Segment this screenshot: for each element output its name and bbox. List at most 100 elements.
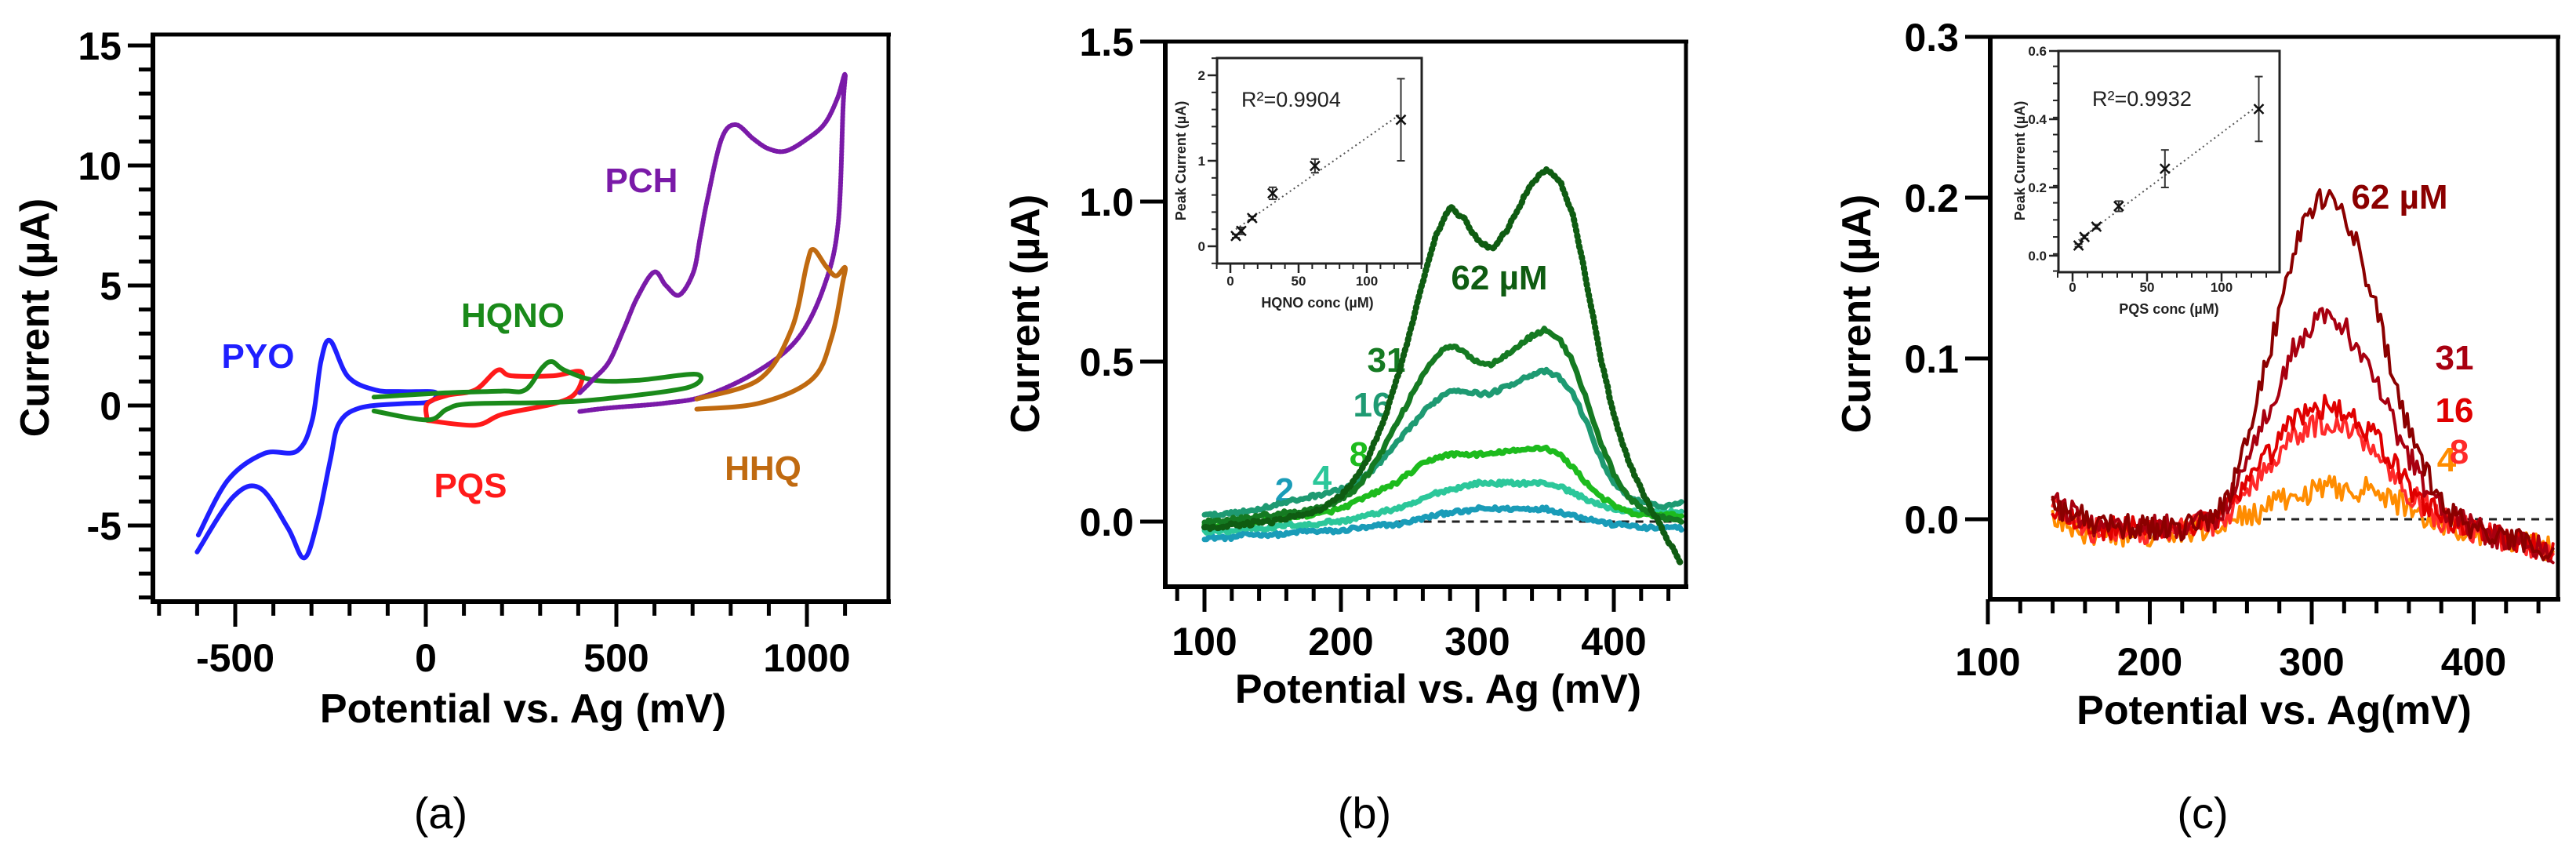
- y-tick-label: 10: [78, 144, 122, 188]
- calibration-point: [2159, 149, 2171, 188]
- calibration-point: [1309, 158, 1321, 174]
- panel-a-cyclic-voltammograms: PYO PQS HQNO PCH HHQ -500 0 500 1000 -5 0 5 10 15 Pote…: [13, 24, 891, 838]
- series-curve-2-m: [1201, 504, 1684, 543]
- calibration-inset: 0 50 100 0.0 0.2 0.4 0.6 PQS conc (µM) Peak Curr…: [2012, 44, 2281, 317]
- inset-x-tick-label: 50: [1292, 274, 1306, 289]
- y-tick-label: 0.5: [1079, 340, 1134, 384]
- x-tick-label: 200: [2117, 640, 2182, 684]
- series-curve-pqs: [423, 367, 585, 428]
- x-marker: [2253, 104, 2265, 115]
- series-curve-62-m: [1201, 165, 1685, 568]
- x-tick-label: 300: [2279, 640, 2344, 684]
- y-tick-label: 1.5: [1079, 20, 1134, 64]
- x-marker: [1309, 160, 1321, 172]
- calibration-point: [2091, 221, 2102, 232]
- inset-x-tick-label: 100: [2211, 280, 2233, 295]
- y-tick-label: 0.3: [1904, 16, 1959, 60]
- y-tick-label: 0: [100, 384, 122, 428]
- inset-y-tick-label: 1: [1198, 154, 1205, 169]
- y-tick-label: -5: [87, 504, 122, 548]
- x-marker: [1395, 114, 1407, 125]
- x-tick-label: -500: [196, 636, 274, 680]
- x-tick-label: 300: [1444, 620, 1510, 664]
- x-marker: [2079, 231, 2091, 242]
- x-marker: [1246, 213, 1258, 224]
- calibration-point: [1236, 225, 1247, 237]
- series-curve-pch: [577, 71, 848, 414]
- inset-x-axis-title: HQNO conc (µM): [1261, 295, 1373, 311]
- inset-y-tick-label: 0.6: [2028, 44, 2047, 59]
- series-curve-4-m: [1201, 478, 1684, 536]
- series-label: PQS: [434, 467, 507, 505]
- series-label: 8: [2450, 433, 2469, 471]
- inset-x-tick-label: 0: [2069, 280, 2076, 295]
- plot-area: PYO PQS HQNO PCH HHQ: [194, 71, 848, 561]
- x-tick-label: 400: [1581, 620, 1646, 664]
- inset-y-axis-title: Peak Current (µA): [2012, 101, 2028, 220]
- y-axis-title: Current (µA): [1003, 195, 1048, 433]
- x-tick-label: 0: [415, 636, 437, 680]
- y-tick-label: 0.2: [1904, 176, 1959, 220]
- calibration-point: [2073, 240, 2084, 251]
- calibration-point: [2113, 200, 2124, 213]
- series-label: HHQ: [725, 449, 801, 488]
- series-curve-hqno: [371, 358, 704, 423]
- inset-x-tick-label: 0: [1226, 274, 1234, 289]
- series-label: HQNO: [461, 296, 565, 335]
- x-axis-title: Potential vs. Ag (mV): [320, 686, 726, 732]
- series-curve-hhq: [694, 247, 848, 412]
- series-label: 4: [2437, 441, 2457, 479]
- calibration-point: [2253, 75, 2265, 143]
- inset-y-axis-title: Peak Current (µA): [1173, 101, 1189, 220]
- series-curve-16-m: [1201, 366, 1684, 519]
- inset-y-tick-label: 0: [1198, 239, 1205, 254]
- y-tick-label: 0.1: [1904, 337, 1959, 381]
- x-marker: [2113, 201, 2124, 212]
- series-label: PCH: [605, 162, 678, 200]
- x-marker: [2073, 240, 2084, 251]
- calibration-point: [1246, 213, 1258, 224]
- x-tick-label: 100: [1172, 620, 1237, 664]
- series-label: 62 µM: [2351, 178, 2447, 216]
- panel-label: (c): [2177, 788, 2228, 838]
- calibration-point: [2079, 231, 2091, 242]
- calibration-point: [1395, 78, 1407, 162]
- x-axis-title: Potential vs. Ag(mV): [2076, 688, 2472, 733]
- x-tick-label: 100: [1955, 640, 2020, 684]
- x-axis-title: Potential vs. Ag (mV): [1235, 667, 1641, 712]
- series-curve-62-m: [2051, 188, 2555, 562]
- x-tick-label: 500: [583, 636, 649, 680]
- series-label: 62 µM: [1451, 259, 1547, 297]
- calibration-point: [1267, 186, 1278, 201]
- inset-x-axis-title: PQS conc (µM): [2119, 301, 2218, 317]
- x-marker: [1236, 225, 1247, 237]
- y-axis-title: Current (µA): [1834, 195, 1880, 433]
- y-tick-label: 1.0: [1079, 180, 1134, 224]
- r-squared-annotation: R²=0.9932: [2092, 87, 2192, 111]
- series-label: 31: [2436, 339, 2474, 377]
- inset-y-tick-label: 0.2: [2028, 180, 2047, 195]
- panel-label: (b): [1338, 788, 1391, 838]
- y-tick-label: 0.0: [1079, 500, 1134, 544]
- x-marker: [1267, 187, 1278, 199]
- calibration-inset: 0 50 100 0 1 2 HQNO conc (µM) Peak Current (µA)…: [1173, 56, 1423, 311]
- panel-label: (a): [414, 788, 467, 838]
- inset-frame: [2057, 49, 2281, 274]
- series-curve-31-m: [1201, 326, 1684, 526]
- inset-x-tick-label: 50: [2140, 280, 2155, 295]
- linear-fit-line: [1235, 113, 1402, 231]
- x-tick-label: 200: [1308, 620, 1373, 664]
- y-tick-label: 15: [78, 24, 122, 68]
- inset-frame: [1215, 56, 1423, 265]
- x-marker: [2159, 163, 2171, 174]
- x-marker: [2091, 221, 2102, 232]
- series-label: 16: [2436, 391, 2474, 430]
- y-tick-label: 5: [100, 264, 122, 308]
- inset-y-tick-label: 0.4: [2028, 112, 2047, 127]
- inset-y-tick-label: 2: [1198, 68, 1205, 83]
